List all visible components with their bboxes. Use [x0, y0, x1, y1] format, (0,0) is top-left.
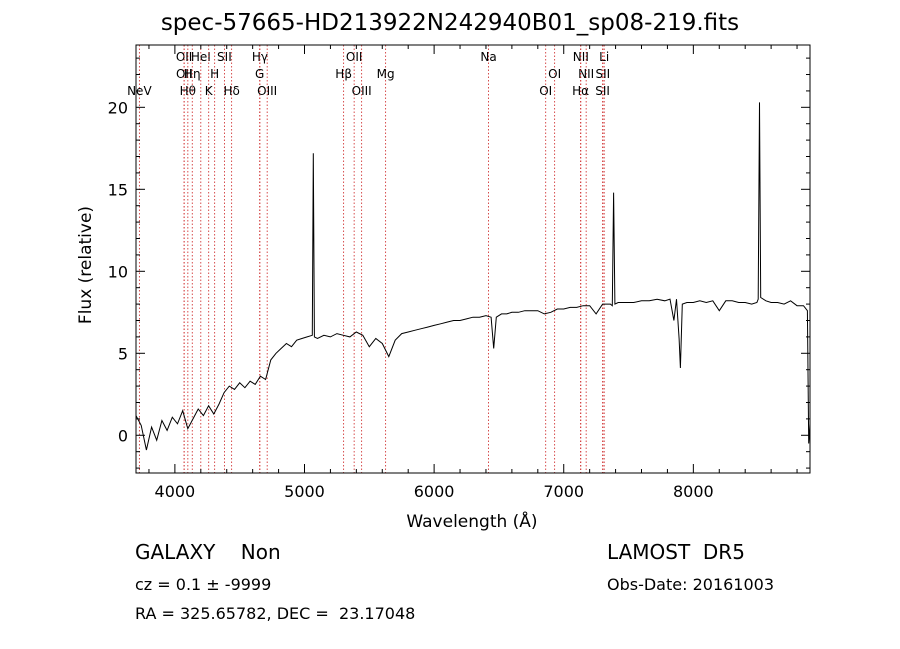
line-marker-label: SII [217, 50, 232, 64]
y-tick-label: 20 [108, 98, 128, 117]
y-tick-label: 10 [108, 262, 128, 281]
line-marker-label: OIII [352, 84, 372, 98]
spectrum-line [135, 102, 811, 451]
x-tick-label: 8000 [673, 482, 714, 501]
line-marker-label: Hη [184, 67, 201, 81]
line-marker-label: Na [480, 50, 496, 64]
y-tick-label: 0 [118, 426, 128, 445]
redshift-readout: cz = 0.1 ± -9999 [135, 575, 272, 594]
y-axis-label: Flux (relative) [76, 205, 96, 325]
plot-frame [135, 44, 811, 474]
line-markers: NeVOIIOIIHθHηHeIKHSIIHδHγGOIIIHβOIIOIIIM… [127, 45, 610, 473]
x-tick-label: 4000 [155, 482, 196, 501]
y-tick-label: 5 [118, 344, 128, 363]
line-marker-label: Mg [377, 67, 395, 81]
x-tick-label: 6000 [414, 482, 455, 501]
line-marker-label: G [255, 67, 264, 81]
line-marker-label: SII [595, 84, 610, 98]
ra-dec-readout: RA = 325.65782, DEC = 23.17048 [135, 604, 416, 623]
x-tick-label: 5000 [284, 482, 325, 501]
chart-title: spec-57665-HD213922N242940B01_sp08-219.f… [160, 10, 740, 36]
line-marker-label: HeI [191, 50, 211, 64]
line-marker-label: OI [539, 84, 552, 98]
line-marker-label: Hθ [180, 84, 196, 98]
line-marker-label: NII [578, 67, 594, 81]
line-marker-label: OIII [257, 84, 277, 98]
object-class: GALAXY Non [135, 540, 281, 564]
line-marker-label: OII [176, 67, 193, 81]
line-marker-label: K [205, 84, 214, 98]
line-marker-label: Hδ [223, 84, 239, 98]
line-marker-label: Li [599, 50, 609, 64]
x-axis-label: Wavelength (Å) [406, 512, 538, 532]
line-marker-label: Hβ [335, 67, 352, 81]
y-tick-label: 15 [108, 180, 128, 199]
line-marker-label: OI [548, 67, 561, 81]
obs-date: Obs-Date: 20161003 [607, 575, 775, 594]
line-marker-label: OII [346, 50, 363, 64]
survey-name: LAMOST DR5 [607, 540, 745, 564]
x-tick-label: 7000 [543, 482, 584, 501]
line-marker-label: H [210, 67, 219, 81]
line-marker-label: Hα [572, 84, 589, 98]
axis-ticks: 4000 5000 6000 7000 8000 0 5 10 15 20 [108, 45, 810, 501]
